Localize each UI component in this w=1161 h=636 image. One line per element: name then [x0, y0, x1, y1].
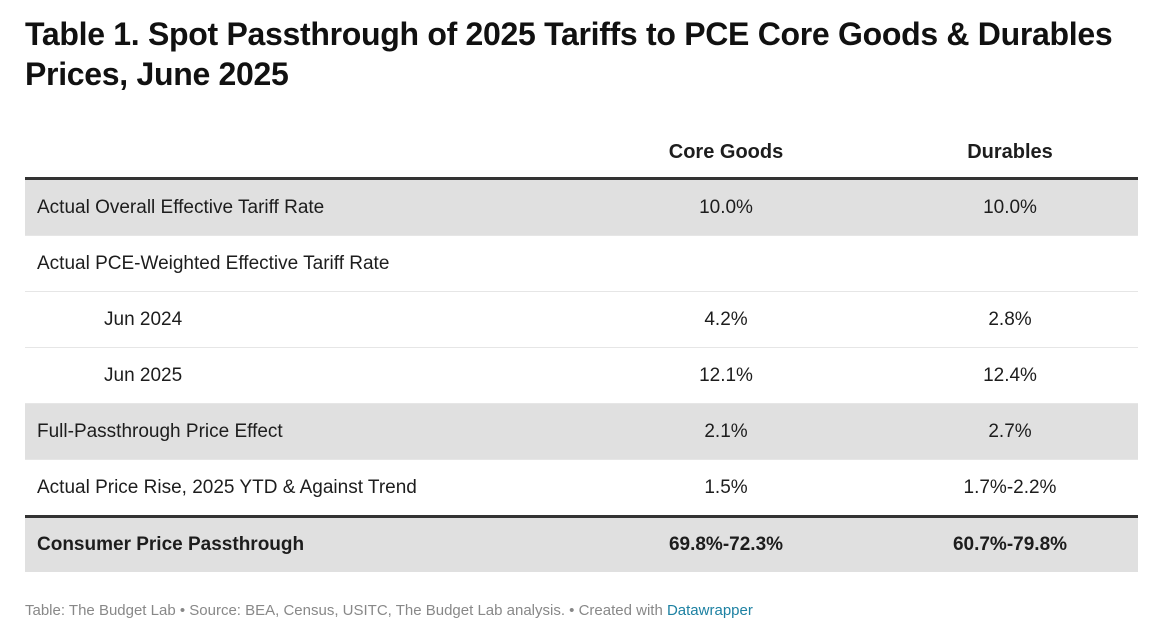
row-label: Consumer Price Passthrough	[25, 516, 570, 572]
column-header-label	[25, 128, 570, 180]
durables-cell: 10.0%	[882, 178, 1138, 236]
data-table: Core Goods Durables Actual Overall Effec…	[25, 128, 1138, 572]
row-label: Actual Overall Effective Tariff Rate	[25, 178, 570, 236]
table-row: Actual Overall Effective Tariff Rate 10.…	[25, 178, 1138, 236]
core-goods-cell: 4.2%	[570, 291, 882, 348]
durables-cell: 1.7%-2.2%	[882, 459, 1138, 518]
footer-notes: Table: The Budget Lab • Source: BEA, Cen…	[25, 602, 753, 619]
table-row: Jun 2024 4.2% 2.8%	[25, 291, 1138, 348]
total-row: Consumer Price Passthrough 69.8%-72.3% 6…	[25, 516, 1138, 572]
footer-source-text: Table: The Budget Lab • Source: BEA, Cen…	[25, 602, 667, 619]
durables-cell: 2.8%	[882, 291, 1138, 348]
row-label: Actual PCE-Weighted Effective Tariff Rat…	[25, 235, 570, 292]
durables-cell: 2.7%	[882, 403, 1138, 460]
table-title: Table 1. Spot Passthrough of 2025 Tariff…	[25, 16, 1113, 92]
core-goods-cell: 1.5%	[570, 459, 882, 518]
table-row: Full-Passthrough Price Effect 2.1% 2.7%	[25, 403, 1138, 460]
durables-cell: 12.4%	[882, 347, 1138, 404]
core-goods-cell	[570, 235, 882, 292]
table-row: Jun 2025 12.1% 12.4%	[25, 347, 1138, 404]
row-label: Jun 2024	[25, 291, 570, 348]
table-row: Actual PCE-Weighted Effective Tariff Rat…	[25, 235, 1138, 292]
core-goods-cell: 10.0%	[570, 178, 882, 236]
core-goods-cell: 12.1%	[570, 347, 882, 404]
column-header-core-goods: Core Goods	[570, 128, 882, 180]
datawrapper-link[interactable]: Datawrapper	[666, 602, 753, 619]
column-header-durables: Durables	[882, 128, 1138, 180]
table-row: Actual Price Rise, 2025 YTD & Against Tr…	[25, 459, 1138, 518]
durables-cell	[882, 235, 1138, 292]
header-row: Core Goods Durables	[25, 128, 1138, 180]
core-goods-cell: 2.1%	[570, 403, 882, 460]
row-label: Actual Price Rise, 2025 YTD & Against Tr…	[25, 459, 570, 518]
row-label: Full-Passthrough Price Effect	[25, 403, 570, 460]
row-label: Jun 2025	[25, 347, 570, 404]
core-goods-cell: 69.8%-72.3%	[570, 516, 882, 572]
durables-cell: 60.7%-79.8%	[882, 516, 1138, 572]
